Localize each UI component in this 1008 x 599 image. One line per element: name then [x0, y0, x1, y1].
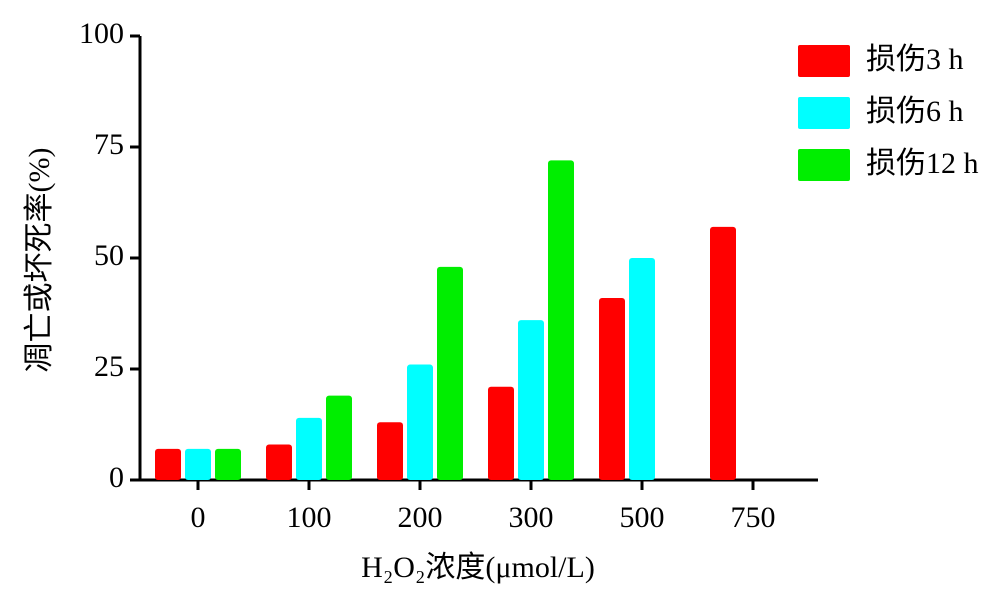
- x-tick-label: 100: [287, 501, 332, 534]
- x-tick-label: 750: [731, 501, 776, 534]
- bar: [488, 386, 514, 480]
- legend-label: 损伤3 h: [866, 43, 964, 76]
- legend-label: 损伤12 h: [866, 147, 979, 180]
- bar: [548, 160, 574, 480]
- bar: [710, 226, 736, 480]
- legend-swatch: [798, 149, 850, 181]
- bar: [215, 448, 241, 480]
- bar: [599, 297, 625, 480]
- y-tick-label: 75: [94, 128, 124, 161]
- bar: [266, 444, 292, 480]
- y-tick-label: 50: [94, 239, 124, 272]
- x-tick-label: 200: [398, 501, 443, 534]
- bar: [518, 320, 544, 480]
- legend-swatch: [798, 45, 850, 77]
- y-tick-label: 0: [109, 461, 124, 494]
- legend-label: 损伤6 h: [866, 95, 964, 128]
- x-tick-label: 300: [509, 501, 554, 534]
- bar: [155, 448, 181, 480]
- y-tick-label: 25: [94, 350, 124, 383]
- x-axis-label: H₂O₂浓度(μmol/L): [361, 551, 595, 584]
- x-tick-label: 500: [620, 501, 665, 534]
- x-tick-label: 0: [191, 501, 206, 534]
- bar: [437, 266, 463, 480]
- y-axis-label: 凋亡或坏死率(%): [23, 148, 56, 373]
- bar: [296, 417, 322, 480]
- bar: [629, 258, 655, 480]
- bar: [407, 364, 433, 480]
- bar: [326, 395, 352, 480]
- bar: [185, 448, 211, 480]
- bar: [377, 422, 403, 480]
- y-tick-label: 100: [79, 17, 124, 50]
- legend-swatch: [798, 97, 850, 129]
